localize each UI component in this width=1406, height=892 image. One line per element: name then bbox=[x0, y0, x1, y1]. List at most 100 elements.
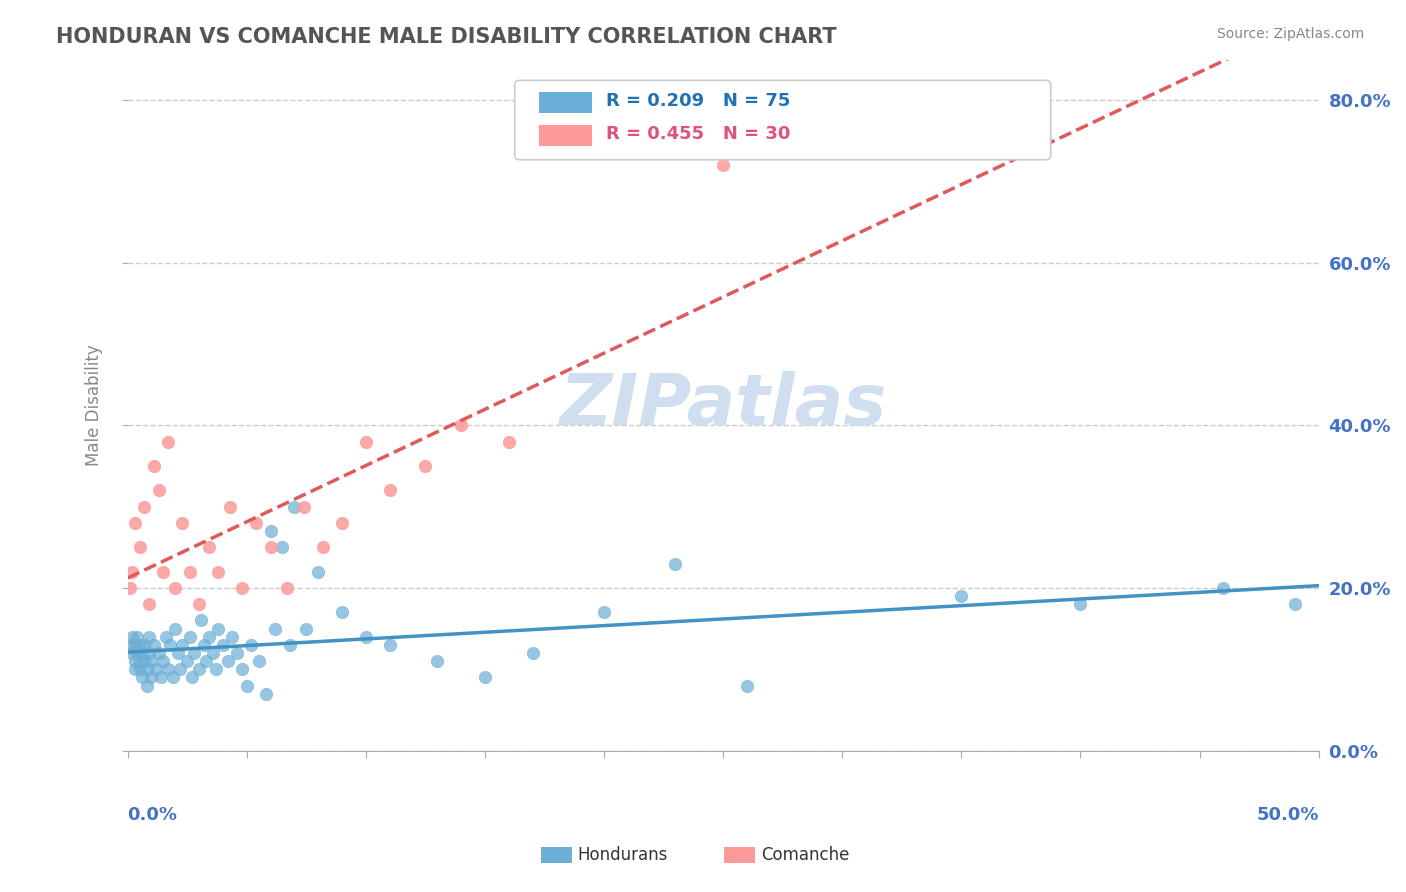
Point bbox=[172, 516, 194, 530]
Point bbox=[664, 557, 686, 571]
Text: R = 0.209   N = 75: R = 0.209 N = 75 bbox=[606, 92, 790, 110]
Point bbox=[141, 654, 163, 668]
Point bbox=[121, 646, 143, 660]
Point bbox=[593, 605, 616, 619]
Point bbox=[165, 622, 187, 636]
Point bbox=[195, 654, 218, 668]
Point bbox=[212, 638, 235, 652]
Point bbox=[197, 541, 219, 555]
Point bbox=[735, 679, 758, 693]
Text: Hondurans: Hondurans bbox=[578, 847, 668, 864]
Point bbox=[271, 541, 294, 555]
Point bbox=[138, 646, 160, 660]
Point bbox=[226, 646, 249, 660]
FancyBboxPatch shape bbox=[515, 80, 1050, 160]
Point bbox=[307, 565, 329, 579]
Point bbox=[247, 654, 270, 668]
Point bbox=[207, 622, 229, 636]
Point bbox=[235, 679, 257, 693]
Point bbox=[950, 589, 973, 603]
Point bbox=[135, 662, 157, 676]
Point bbox=[179, 630, 201, 644]
Point bbox=[155, 630, 177, 644]
Point bbox=[172, 638, 194, 652]
Point bbox=[193, 638, 215, 652]
Point bbox=[278, 638, 301, 652]
Point bbox=[474, 670, 496, 684]
Point bbox=[295, 622, 318, 636]
Point bbox=[179, 565, 201, 579]
Text: HONDURAN VS COMANCHE MALE DISABILITY CORRELATION CHART: HONDURAN VS COMANCHE MALE DISABILITY COR… bbox=[56, 27, 837, 46]
Point bbox=[231, 581, 253, 595]
Point bbox=[183, 646, 205, 660]
Point bbox=[378, 638, 401, 652]
Point bbox=[221, 630, 243, 644]
Point bbox=[188, 597, 211, 611]
Point bbox=[202, 646, 225, 660]
Y-axis label: Male Disability: Male Disability bbox=[86, 344, 103, 466]
Point bbox=[135, 679, 157, 693]
Point bbox=[159, 638, 181, 652]
Point bbox=[134, 500, 156, 514]
Point bbox=[254, 687, 277, 701]
FancyBboxPatch shape bbox=[538, 125, 592, 146]
Point bbox=[240, 638, 263, 652]
FancyBboxPatch shape bbox=[538, 92, 592, 112]
Point bbox=[259, 541, 281, 555]
Point bbox=[134, 638, 156, 652]
Point bbox=[142, 458, 165, 473]
Point bbox=[354, 630, 377, 644]
Point bbox=[127, 630, 149, 644]
Point bbox=[128, 541, 150, 555]
Point bbox=[128, 638, 150, 652]
Point bbox=[148, 483, 170, 498]
Point bbox=[450, 418, 472, 433]
Point bbox=[134, 654, 156, 668]
Point bbox=[124, 638, 146, 652]
Point bbox=[219, 500, 242, 514]
Point bbox=[245, 516, 267, 530]
Point bbox=[118, 638, 141, 652]
Point bbox=[181, 670, 204, 684]
Point bbox=[259, 524, 281, 538]
Point bbox=[264, 622, 287, 636]
Point bbox=[166, 646, 188, 660]
Point bbox=[157, 434, 180, 449]
Point bbox=[169, 662, 191, 676]
Point bbox=[312, 541, 335, 555]
Point bbox=[1284, 597, 1306, 611]
Point bbox=[165, 581, 187, 595]
Point bbox=[197, 630, 219, 644]
Point bbox=[157, 662, 180, 676]
Text: Comanche: Comanche bbox=[761, 847, 849, 864]
Point bbox=[148, 646, 170, 660]
Text: R = 0.455   N = 30: R = 0.455 N = 30 bbox=[606, 125, 790, 144]
Point bbox=[149, 670, 172, 684]
Point bbox=[1212, 581, 1234, 595]
Point bbox=[207, 565, 229, 579]
Point bbox=[217, 654, 239, 668]
Point bbox=[121, 630, 143, 644]
Point bbox=[292, 500, 315, 514]
Point bbox=[231, 662, 253, 676]
Point bbox=[118, 581, 141, 595]
Point bbox=[127, 646, 149, 660]
Point bbox=[330, 516, 353, 530]
Point bbox=[141, 670, 163, 684]
Point bbox=[124, 654, 146, 668]
Point bbox=[121, 565, 143, 579]
Point bbox=[176, 654, 198, 668]
Point bbox=[131, 646, 153, 660]
Point bbox=[124, 662, 146, 676]
Point bbox=[204, 662, 226, 676]
Point bbox=[498, 434, 520, 449]
Point bbox=[330, 605, 353, 619]
Point bbox=[426, 654, 449, 668]
Point bbox=[415, 458, 437, 473]
Point bbox=[276, 581, 298, 595]
Text: Source: ZipAtlas.com: Source: ZipAtlas.com bbox=[1216, 27, 1364, 41]
Point bbox=[128, 662, 150, 676]
Point bbox=[124, 516, 146, 530]
Point bbox=[190, 614, 212, 628]
Point bbox=[131, 670, 153, 684]
